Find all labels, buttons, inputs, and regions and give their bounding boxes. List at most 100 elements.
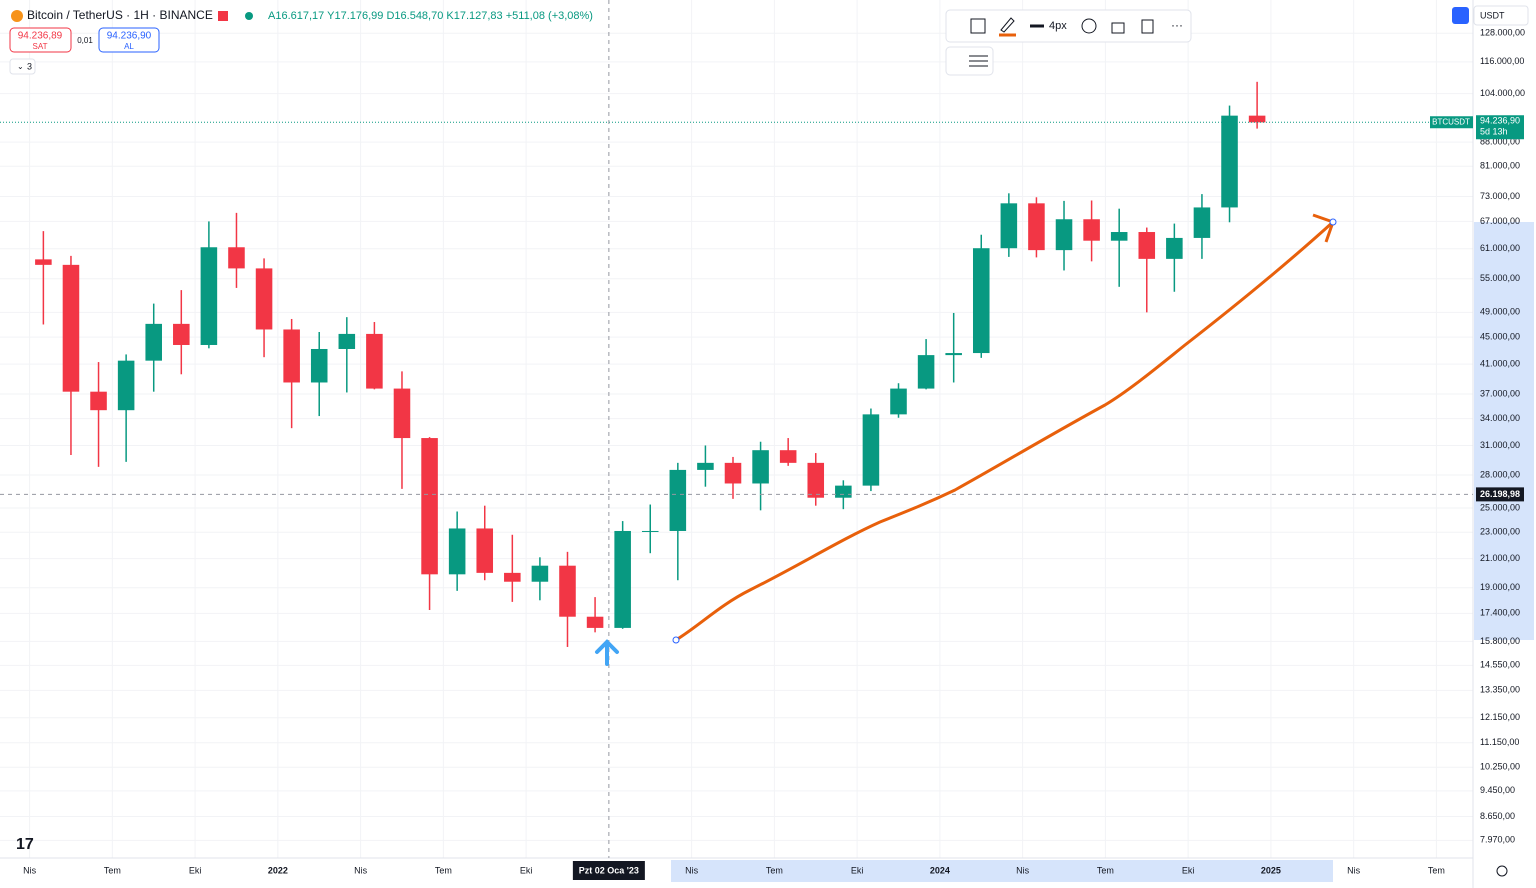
candle-body xyxy=(310,348,328,383)
candle-body xyxy=(421,438,438,575)
candle-body xyxy=(752,450,769,484)
candle-body xyxy=(1110,232,1128,241)
drawing-toolbar xyxy=(945,9,1192,43)
candle-body xyxy=(559,565,576,617)
candle-body xyxy=(779,450,797,463)
y-tick-label: 31.000,00 xyxy=(1480,440,1520,450)
settings-gear[interactable] xyxy=(1496,865,1508,877)
x-selection-band xyxy=(671,860,1333,882)
delete-icon[interactable] xyxy=(1141,19,1154,34)
ohlc-values: A16.617,17 Y17.176,99 D16.548,70 K17.127… xyxy=(268,10,593,22)
y-tick-label: 81.000,00 xyxy=(1480,161,1520,171)
y-tick-label: 116.000,00 xyxy=(1480,56,1524,66)
candle-body xyxy=(228,247,245,269)
sell-price: 94.236,89 xyxy=(18,31,63,42)
y-tick-label: 104.000,00 xyxy=(1480,88,1525,98)
candle-body xyxy=(945,353,962,356)
candle-body xyxy=(255,268,273,330)
candle-body xyxy=(586,616,604,628)
sell-button[interactable] xyxy=(9,27,72,53)
candle-body xyxy=(1000,203,1018,249)
y-tick-label: 37.000,00 xyxy=(1480,388,1520,398)
y-tick-label: 88.000,00 xyxy=(1480,137,1520,147)
candle-body xyxy=(173,323,190,345)
market-open-dot xyxy=(245,12,253,20)
logo: 17 xyxy=(16,836,34,853)
x-tick-label: Tem xyxy=(766,865,783,875)
y-tick-label: 15.800,00 xyxy=(1480,636,1520,646)
y-tick-label: 23.000,00 xyxy=(1480,527,1520,537)
symbol-icon xyxy=(11,10,23,22)
list-icon xyxy=(969,55,988,67)
crosshair-y-tag xyxy=(1476,487,1524,502)
indicators-toggle[interactable] xyxy=(9,58,36,75)
candle-body xyxy=(338,333,356,349)
candle-body xyxy=(1166,237,1183,259)
candle-body xyxy=(697,462,714,470)
y-tick-label: 55.000,00 xyxy=(1480,273,1520,283)
candle-body xyxy=(724,462,742,484)
indicators-count: 3 xyxy=(27,61,32,71)
more-icon[interactable]: ··· xyxy=(1171,18,1183,32)
candle-body xyxy=(1083,219,1100,241)
candle-body xyxy=(531,565,549,582)
y-tick-label: 8.650,00 xyxy=(1480,811,1515,821)
candle-body xyxy=(283,329,300,383)
x-tick-label: Tem xyxy=(104,865,121,875)
crosshair-x-label: Pzt 02 Oca '23 xyxy=(579,865,639,875)
trend-drawing[interactable] xyxy=(675,220,1335,642)
x-tick-label: Nis xyxy=(685,865,698,875)
x-tick-label: Nis xyxy=(354,865,367,875)
candle-body xyxy=(669,469,687,531)
x-tick-label: 2024 xyxy=(930,865,950,875)
candle-body xyxy=(90,391,107,411)
crosshair-y-label: 26.198,98 xyxy=(1480,489,1520,499)
symbol-tag xyxy=(1430,116,1473,129)
candle-body xyxy=(1193,207,1211,238)
y-tick-label: 67.000,00 xyxy=(1480,216,1520,226)
candle-body xyxy=(972,248,990,354)
countdown: 5d 13h xyxy=(1480,127,1508,137)
x-tick-label: 2022 xyxy=(268,865,288,875)
candle-body xyxy=(835,485,852,498)
candle-body xyxy=(476,528,494,573)
drawing-handle[interactable] xyxy=(672,636,680,644)
x-tick-label: Tem xyxy=(1097,865,1114,875)
candle-body xyxy=(862,414,880,486)
last-price-tag xyxy=(1476,115,1524,140)
candle-body xyxy=(145,323,162,361)
x-tick-label: 2025 xyxy=(1261,865,1281,875)
template-icon[interactable] xyxy=(970,18,986,34)
x-tick-label: Nis xyxy=(23,865,36,875)
stroke-width[interactable]: 4px xyxy=(1049,20,1067,32)
drawing-handle[interactable] xyxy=(1329,218,1337,226)
spread: 0,01 xyxy=(77,36,93,45)
pencil-icon[interactable] xyxy=(1000,17,1015,33)
candle-body xyxy=(890,388,907,415)
status-icon xyxy=(218,11,228,21)
candle-body xyxy=(35,259,52,265)
candle-body xyxy=(1248,115,1266,123)
x-tick-label: Tem xyxy=(435,865,452,875)
candle-body xyxy=(807,462,825,498)
buy-button[interactable] xyxy=(98,27,160,53)
currency: USDT xyxy=(1480,10,1505,20)
lock-icon[interactable] xyxy=(1111,22,1125,34)
candle-body xyxy=(366,333,383,389)
sync-button[interactable] xyxy=(1452,7,1469,24)
candle-body xyxy=(1221,115,1238,208)
settings-icon[interactable] xyxy=(1081,18,1097,34)
toggle-chevron: ⌄ xyxy=(17,62,24,71)
candle-body xyxy=(200,247,218,345)
y-tick-label: 61.000,00 xyxy=(1480,243,1520,253)
y-tick-label: 41.000,00 xyxy=(1480,359,1520,369)
y-tick-label: 28.000,00 xyxy=(1480,469,1520,479)
y-tick-label: 128.000,00 xyxy=(1480,28,1525,38)
y-tick-label: 12.150,00 xyxy=(1480,712,1520,722)
candle-body xyxy=(641,530,659,532)
currency-select[interactable] xyxy=(1473,5,1529,26)
